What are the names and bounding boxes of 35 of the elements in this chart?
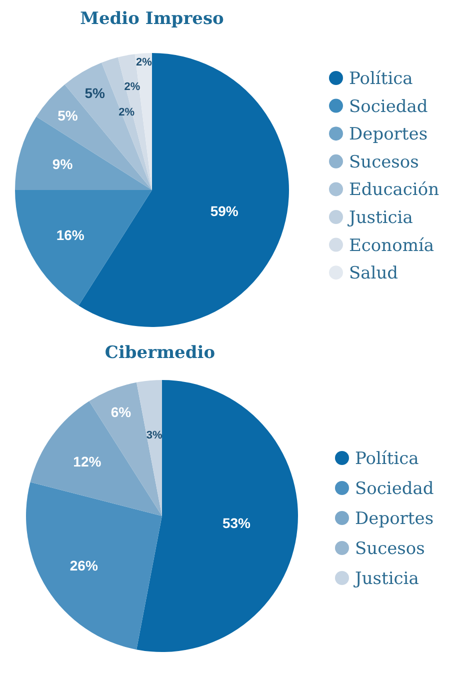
data-label: 16% xyxy=(56,226,85,243)
pie-slice xyxy=(36,84,152,190)
legend-label: Política xyxy=(355,448,419,469)
legend-label: Justicia xyxy=(347,208,413,228)
pie-slice xyxy=(118,54,152,190)
legend-label: Sucesos xyxy=(349,152,419,172)
legend-label: Sociedad xyxy=(349,96,428,117)
legend-label: Deportes xyxy=(355,508,434,529)
pie-slice xyxy=(30,401,162,516)
data-label: 53% xyxy=(222,514,252,531)
legend-label: Justicia xyxy=(353,568,419,589)
pie-slice xyxy=(136,380,298,652)
data-label: 9% xyxy=(52,156,74,172)
data-label: 12% xyxy=(73,454,102,470)
data-label: 5% xyxy=(58,108,78,124)
chart-title: Cibermedio xyxy=(104,343,216,363)
chart-title: Medio Impreso xyxy=(80,9,224,29)
data-label: 2% xyxy=(124,81,140,94)
legend-label: Economía xyxy=(349,236,434,256)
data-label: 5% xyxy=(84,85,106,102)
pie-slice xyxy=(136,380,162,516)
data-label: 2% xyxy=(118,106,135,119)
legend-label: Sucesos xyxy=(355,538,425,559)
legend-label: Salud xyxy=(349,264,398,284)
legend-label: Deportes xyxy=(349,124,428,145)
legend-label: Política xyxy=(349,68,413,89)
pie-slice xyxy=(26,482,162,650)
data-label: 2% xyxy=(136,56,152,68)
legend-label: Educación xyxy=(349,180,440,200)
legend-label: Sociedad xyxy=(355,478,434,499)
data-label: 59% xyxy=(210,202,239,219)
data-label: 26% xyxy=(70,557,98,574)
data-label: 6% xyxy=(110,404,132,420)
pie-slice xyxy=(15,190,152,306)
data-label: 3% xyxy=(146,430,162,442)
